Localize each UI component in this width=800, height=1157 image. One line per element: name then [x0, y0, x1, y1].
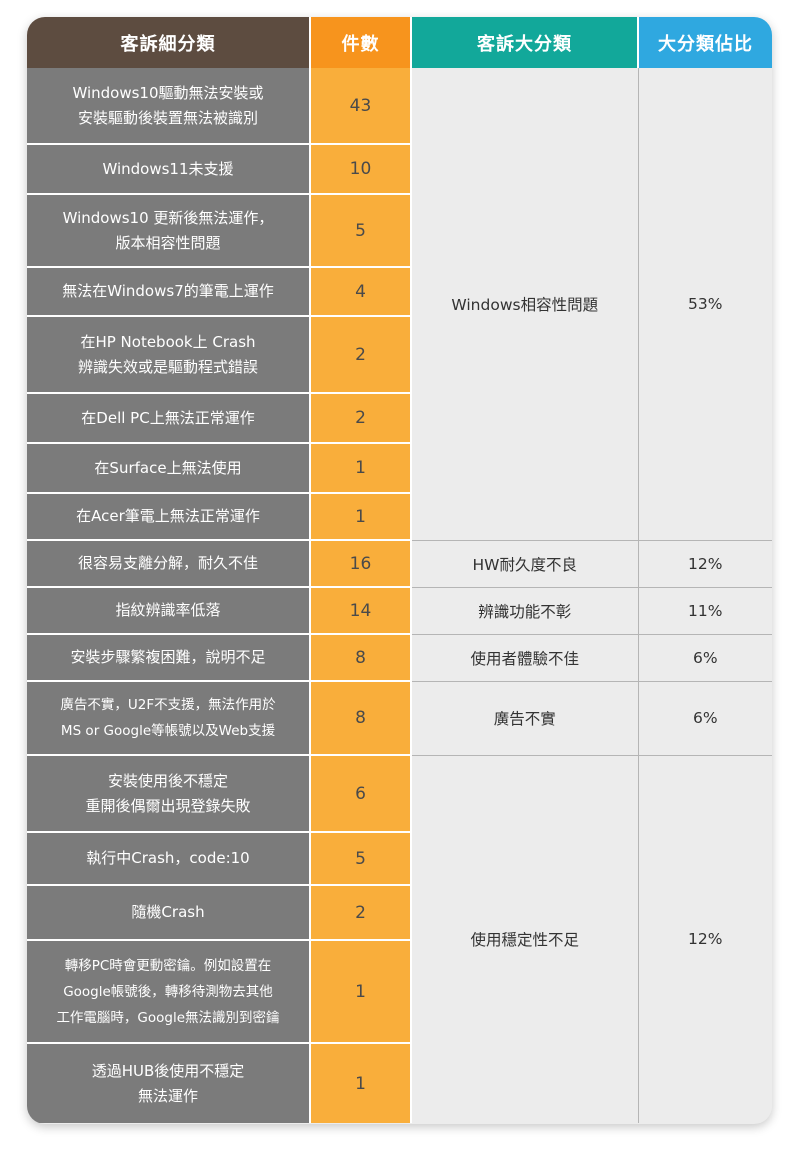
sub-category-line: Windows11未支援 [102, 159, 234, 178]
sub-category-line: 轉移PC時會更動密鑰。例如設置在 [64, 957, 272, 974]
main-category-cell: HW耐久度不良 [411, 539, 639, 587]
header-row: 客訴細分類 件數 客訴大分類 大分類佔比 [27, 17, 772, 68]
share-cell: 6% [638, 680, 772, 755]
share-cell: 12% [638, 539, 772, 587]
sub-category-line: 工作電腦時，Google無法識別到密鑰 [56, 1009, 280, 1026]
table-row: 安裝步驟繁複困難，說明不足 8 使用者體驗不佳 6% [27, 633, 772, 681]
count-cell: 6 [310, 754, 412, 832]
sub-category-line: MS or Google等帳號以及Web支援 [60, 723, 276, 739]
sub-category-line: 版本相容性問題 [115, 233, 221, 252]
sub-category-line: 廣告不實，U2F不支援，無法作用於 [60, 697, 276, 713]
table-row: 透過HUB後使用不穩定 無法運作 1 [27, 1042, 772, 1123]
main-category-cell: Windows相容性問題 [411, 68, 639, 540]
table-row: 在Surface上無法使用 1 [27, 442, 772, 493]
count-cell: 1 [310, 1042, 412, 1123]
sub-category-line: 在HP Notebook上 Crash [80, 332, 256, 351]
sub-category-line: 辨識失效或是驅動程式錯誤 [77, 357, 258, 376]
sub-category-cell: 隨機Crash [27, 884, 311, 940]
count-cell: 4 [310, 266, 412, 316]
sub-category-line: 在Acer筆電上無法正常運作 [76, 507, 260, 525]
table-row: 在HP Notebook上 Crash 辨識失效或是驅動程式錯誤 2 [27, 315, 772, 393]
sub-category-cell: 轉移PC時會更動密鑰。例如設置在 Google帳號後，轉移待測物去其他 工作電腦… [27, 939, 311, 1043]
sub-category-line: 重開後偶爾出現登錄失敗 [85, 796, 251, 815]
sub-category-line: Google帳號後，轉移待測物去其他 [63, 983, 273, 1000]
count-cell: 5 [310, 193, 412, 267]
sub-category-cell: Windows10 更新後無法運作， 版本相容性問題 [27, 193, 311, 267]
table-row: Windows10 更新後無法運作， 版本相容性問題 5 [27, 193, 772, 267]
main-category-cell: 辨識功能不彰 [411, 586, 639, 634]
share-cell: 11% [638, 586, 772, 634]
count-cell: 8 [310, 633, 412, 681]
sub-category-line: 很容易支離分解，耐久不佳 [77, 554, 258, 572]
sub-category-cell: 在Dell PC上無法正常運作 [27, 392, 311, 443]
table-row: 廣告不實，U2F不支援，無法作用於 MS or Google等帳號以及Web支援… [27, 680, 772, 755]
table-row: 在Acer筆電上無法正常運作 1 [27, 492, 772, 540]
sub-category-cell: 安裝步驟繁複困難，說明不足 [27, 633, 311, 681]
main-category-cell: 使用者體驗不佳 [411, 633, 639, 681]
count-cell: 8 [310, 680, 412, 755]
sub-category-line: 在Surface上無法使用 [94, 458, 242, 477]
header-main-category: 客訴大分類 [411, 17, 639, 68]
count-cell: 1 [310, 492, 412, 540]
table-row: Windows10驅動無法安裝或 安裝驅動後裝置無法被識別 43 Windows… [27, 68, 772, 540]
header-count: 件數 [310, 17, 412, 68]
table-row: 執行中Crash，code:10 5 [27, 831, 772, 885]
sub-category-cell: 安裝使用後不穩定 重開後偶爾出現登錄失敗 [27, 754, 311, 832]
sub-category-line: 無法在Windows7的筆電上運作 [62, 282, 274, 300]
count-cell: 5 [310, 831, 412, 885]
table-row: Windows11未支援 10 [27, 143, 772, 194]
count-cell: 14 [310, 586, 412, 634]
sub-category-line: 執行中Crash，code:10 [86, 849, 250, 867]
sub-category-cell: 指紋辨識率低落 [27, 586, 311, 634]
sub-category-cell: 在Surface上無法使用 [27, 442, 311, 493]
sub-category-line: Windows10 更新後無法運作， [62, 208, 274, 227]
sub-category-cell: Windows11未支援 [27, 143, 311, 194]
share-cell: 6% [638, 633, 772, 681]
complaint-table: 客訴細分類 件數 客訴大分類 大分類佔比 Windows10驅動無法安裝或 安裝… [27, 17, 772, 1123]
table-row: 指紋辨識率低落 14 辨識功能不彰 11% [27, 586, 772, 634]
sub-category-line: 安裝使用後不穩定 [107, 771, 228, 790]
sub-category-line: 指紋辨識率低落 [115, 601, 221, 619]
count-cell: 2 [310, 315, 412, 393]
count-cell: 10 [310, 143, 412, 194]
main-category-cell: 使用穩定性不足 [411, 754, 639, 1123]
table-row: 轉移PC時會更動密鑰。例如設置在 Google帳號後，轉移待測物去其他 工作電腦… [27, 939, 772, 1043]
table-row: 無法在Windows7的筆電上運作 4 [27, 266, 772, 316]
count-cell: 16 [310, 539, 412, 587]
table-row: 在Dell PC上無法正常運作 2 [27, 392, 772, 443]
sub-category-line: 在Dell PC上無法正常運作 [81, 408, 255, 427]
count-cell: 2 [310, 392, 412, 443]
sub-category-cell: 透過HUB後使用不穩定 無法運作 [27, 1042, 311, 1123]
sub-category-cell: 無法在Windows7的筆電上運作 [27, 266, 311, 316]
table-row: 隨機Crash 2 [27, 884, 772, 940]
sub-category-cell: 在HP Notebook上 Crash 辨識失效或是驅動程式錯誤 [27, 315, 311, 393]
complaint-table-card: 客訴細分類 件數 客訴大分類 大分類佔比 Windows10驅動無法安裝或 安裝… [27, 17, 772, 1124]
count-cell: 1 [310, 442, 412, 493]
share-cell: 53% [638, 68, 772, 540]
sub-category-line: 透過HUB後使用不穩定 [91, 1061, 245, 1080]
sub-category-cell: 在Acer筆電上無法正常運作 [27, 492, 311, 540]
sub-category-cell: 執行中Crash，code:10 [27, 831, 311, 885]
sub-category-cell: Windows10驅動無法安裝或 安裝驅動後裝置無法被識別 [27, 68, 311, 144]
header-sub-category: 客訴細分類 [27, 17, 311, 68]
count-cell: 43 [310, 68, 412, 144]
main-category-cell: 廣告不實 [411, 680, 639, 755]
count-cell: 2 [310, 884, 412, 940]
header-share: 大分類佔比 [638, 17, 772, 68]
share-cell: 12% [638, 754, 772, 1123]
sub-category-line: 隨機Crash [131, 903, 205, 921]
sub-category-line: Windows10驅動無法安裝或 [72, 83, 264, 102]
sub-category-line: 安裝驅動後裝置無法被識別 [77, 108, 258, 127]
table-row: 很容易支離分解，耐久不佳 16 HW耐久度不良 12% [27, 539, 772, 587]
sub-category-cell: 很容易支離分解，耐久不佳 [27, 539, 311, 587]
sub-category-line: 安裝步驟繁複困難，說明不足 [70, 648, 266, 666]
table-row: 安裝使用後不穩定 重開後偶爾出現登錄失敗 6 使用穩定性不足 12% [27, 754, 772, 1123]
count-cell: 1 [310, 939, 412, 1043]
sub-category-line: 無法運作 [137, 1086, 198, 1105]
sub-category-cell: 廣告不實，U2F不支援，無法作用於 MS or Google等帳號以及Web支援 [27, 680, 311, 755]
